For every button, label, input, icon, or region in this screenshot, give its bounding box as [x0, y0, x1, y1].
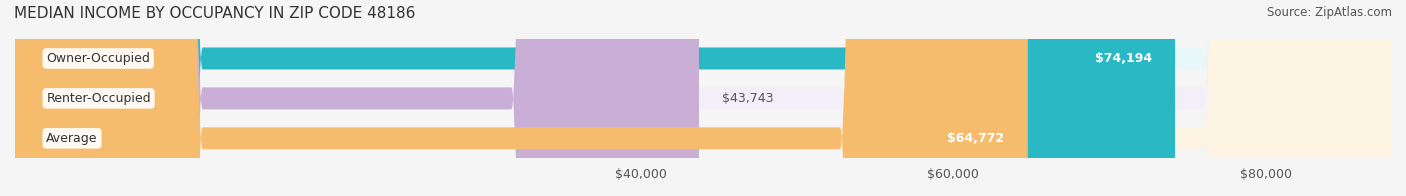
FancyBboxPatch shape — [15, 0, 1175, 196]
Text: Average: Average — [46, 132, 98, 145]
Text: MEDIAN INCOME BY OCCUPANCY IN ZIP CODE 48186: MEDIAN INCOME BY OCCUPANCY IN ZIP CODE 4… — [14, 6, 415, 21]
Text: Owner-Occupied: Owner-Occupied — [46, 52, 150, 65]
FancyBboxPatch shape — [15, 0, 699, 196]
Text: Renter-Occupied: Renter-Occupied — [46, 92, 150, 105]
Text: $64,772: $64,772 — [948, 132, 1004, 145]
FancyBboxPatch shape — [15, 0, 1028, 196]
FancyBboxPatch shape — [15, 0, 1391, 196]
FancyBboxPatch shape — [15, 0, 1391, 196]
Text: Source: ZipAtlas.com: Source: ZipAtlas.com — [1267, 6, 1392, 19]
Text: $43,743: $43,743 — [723, 92, 773, 105]
Text: $74,194: $74,194 — [1094, 52, 1152, 65]
FancyBboxPatch shape — [15, 0, 1391, 196]
